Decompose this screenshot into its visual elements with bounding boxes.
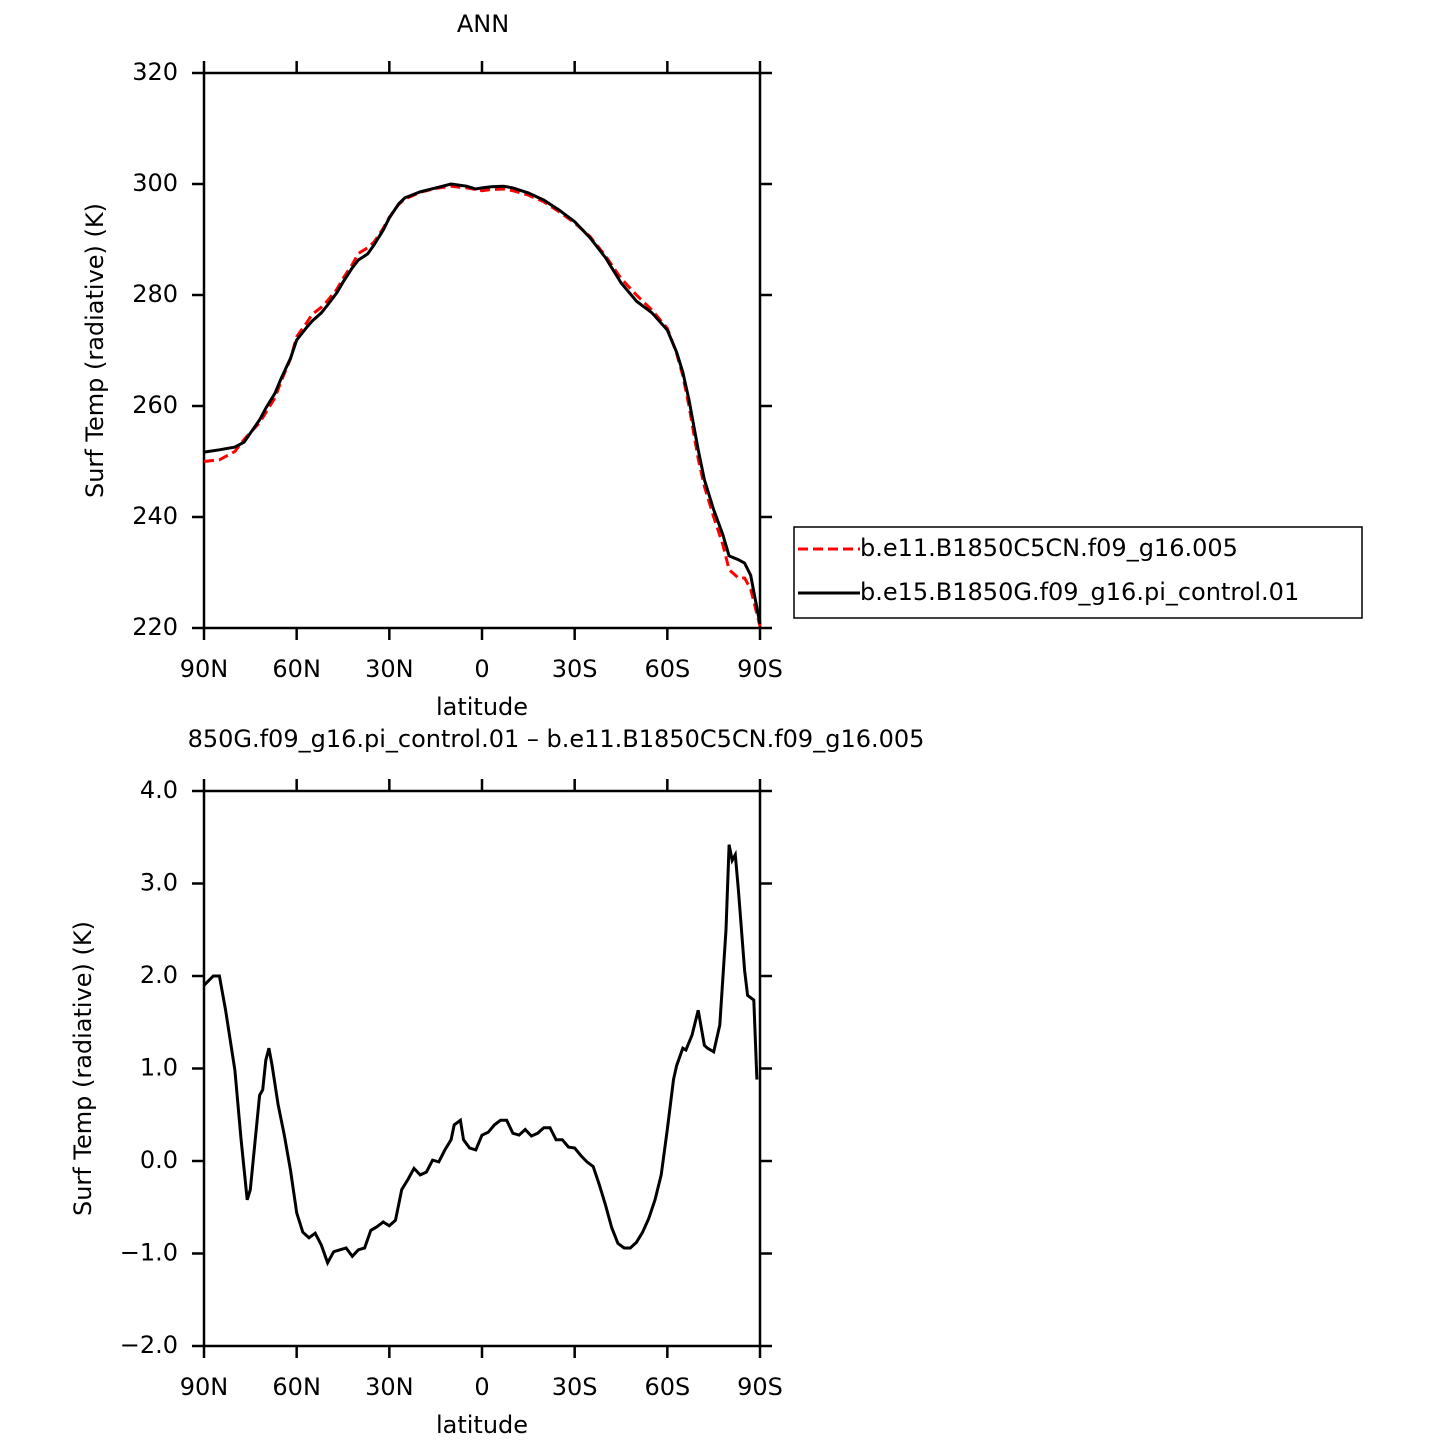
- y-tick-label: 280: [132, 280, 178, 308]
- chart-title: ANN: [457, 10, 509, 38]
- x-tick-label: 90S: [737, 1373, 783, 1401]
- x-tick-label: 30S: [552, 655, 598, 683]
- y-tick-label: 220: [132, 613, 178, 641]
- x-tick-label: 90N: [180, 655, 229, 683]
- y-tick-label: −1.0: [120, 1239, 178, 1267]
- x-tick-label: 0: [474, 1373, 489, 1401]
- y-tick-label: −2.0: [120, 1331, 178, 1359]
- y-axis-label: Surf Temp (radiative) (K): [81, 203, 109, 498]
- y-tick-label: 320: [132, 58, 178, 86]
- x-tick-label: 30N: [365, 1373, 414, 1401]
- y-tick-label: 240: [132, 502, 178, 530]
- x-tick-label: 90N: [180, 1373, 229, 1401]
- series-line: [203, 182, 762, 625]
- series-line: [202, 844, 759, 1267]
- x-axis-label: latitude: [436, 693, 528, 721]
- series-line: [203, 184, 762, 627]
- x-tick-label: 0: [474, 655, 489, 683]
- y-axis-label: Surf Temp (radiative) (K): [69, 921, 97, 1216]
- x-tick-label: 30S: [552, 1373, 598, 1401]
- y-tick-label: 3.0: [140, 869, 178, 897]
- y-tick-label: 0.0: [140, 1146, 178, 1174]
- x-tick-label: 60N: [272, 1373, 321, 1401]
- legend-label: b.e15.B1850G.f09_g16.pi_control.01: [860, 578, 1299, 606]
- y-tick-label: 2.0: [140, 961, 178, 989]
- legend-box: [793, 526, 1363, 619]
- x-tick-label: 60N: [272, 655, 321, 683]
- y-tick-label: 300: [132, 169, 178, 197]
- y-tick-label: 260: [132, 391, 178, 419]
- x-tick-label: 90S: [737, 655, 783, 683]
- x-axis-label: latitude: [436, 1411, 528, 1439]
- x-tick-label: 60S: [644, 655, 690, 683]
- x-tick-label: 60S: [644, 1373, 690, 1401]
- legend-label: b.e11.B1850C5CN.f09_g16.005: [860, 534, 1238, 562]
- chart-title: 850G.f09_g16.pi_control.01 – b.e11.B1850…: [188, 725, 925, 753]
- x-tick-label: 30N: [365, 655, 414, 683]
- y-tick-label: 4.0: [140, 776, 178, 804]
- y-tick-label: 1.0: [140, 1054, 178, 1082]
